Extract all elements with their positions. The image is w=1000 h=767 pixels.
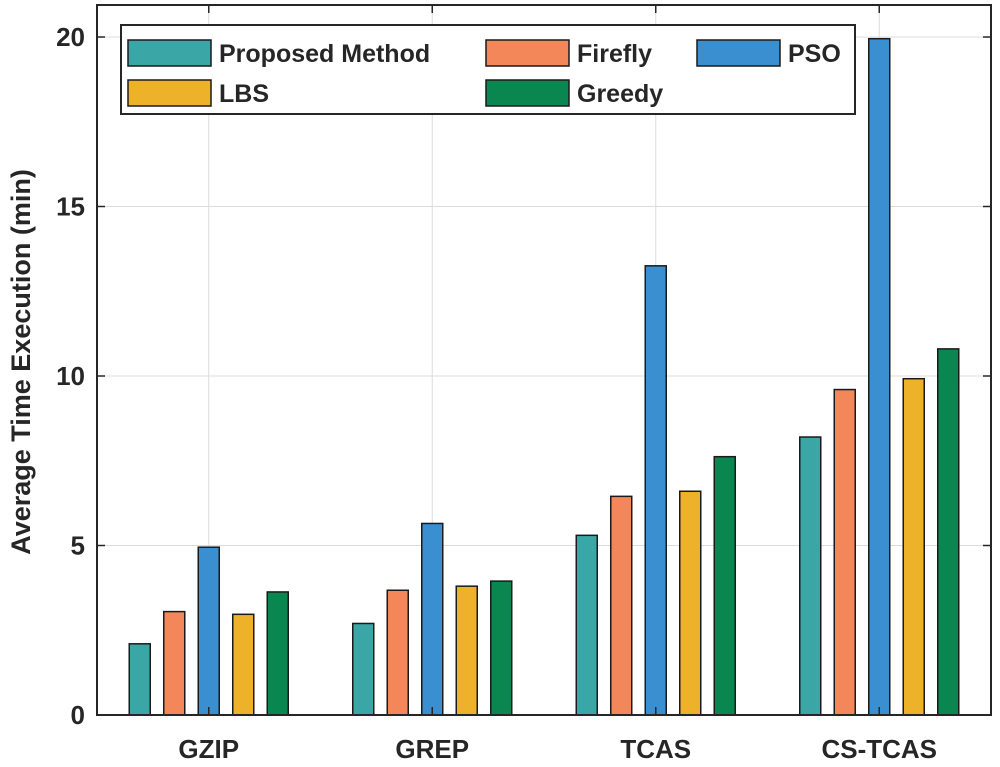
legend: Proposed Method Firefly PSO LBS Greedy [120, 24, 856, 115]
x-tick-label: CS-TCAS [821, 734, 937, 764]
legend-label: LBS [219, 80, 269, 108]
legend-swatch [485, 79, 570, 107]
legend-swatch [127, 79, 212, 107]
legend-swatch [127, 39, 212, 67]
bar [266, 591, 289, 716]
bar [833, 388, 856, 716]
bar [128, 643, 151, 716]
y-tick-label: 15 [56, 192, 85, 222]
x-tick-label: TCAS [620, 734, 691, 764]
legend-swatch [485, 39, 570, 67]
bar [490, 580, 513, 716]
legend-swatch [696, 39, 781, 67]
legend-label: Proposed Method [219, 40, 430, 68]
bar [232, 613, 255, 716]
bar [937, 348, 960, 716]
bar [163, 610, 186, 716]
y-tick-label: 20 [56, 22, 85, 52]
bar [610, 495, 633, 716]
bar [575, 534, 598, 716]
bar [679, 490, 702, 716]
legend-label: Firefly [577, 40, 652, 68]
x-tick-label: GREP [395, 734, 469, 764]
y-tick-label: 5 [71, 531, 85, 561]
bar [799, 436, 822, 716]
bar [197, 546, 220, 716]
legend-label: Greedy [577, 80, 663, 108]
bar [455, 585, 478, 716]
bar [352, 622, 375, 716]
bar [421, 522, 444, 716]
bar [644, 265, 667, 716]
bar [713, 455, 736, 716]
bar [868, 37, 891, 716]
x-axis-ticks: GZIP GREP TCAS CS-TCAS [178, 5, 937, 764]
y-axis-ticks: 0 5 10 15 20 [56, 22, 991, 730]
y-tick-label: 10 [56, 361, 85, 391]
y-tick-label: 0 [71, 700, 85, 730]
bar [902, 377, 925, 716]
bar [386, 589, 409, 716]
legend-label: PSO [788, 40, 841, 68]
plot-frame [96, 4, 992, 716]
y-axis-label: Average Time Execution (min) [6, 169, 36, 555]
x-tick-label: GZIP [178, 734, 239, 764]
